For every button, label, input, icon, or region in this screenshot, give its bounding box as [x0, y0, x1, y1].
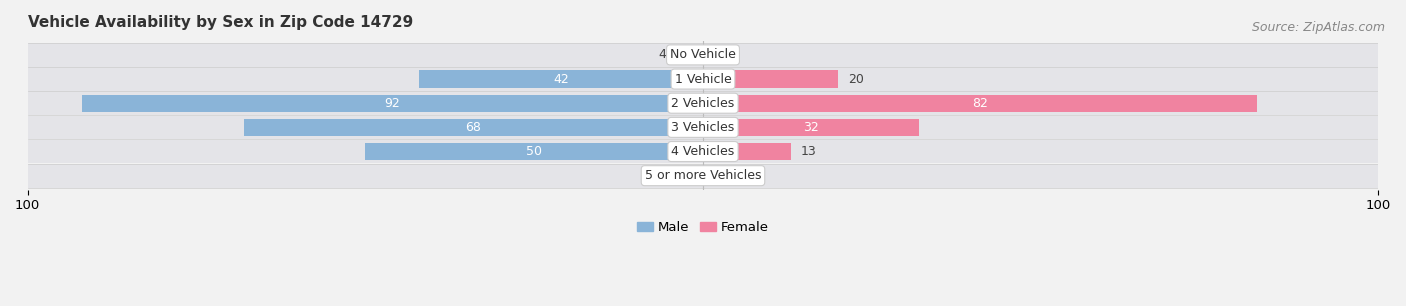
Text: 68: 68 — [465, 121, 481, 134]
Bar — [21, 116, 1385, 139]
Bar — [703, 95, 1257, 112]
Bar — [21, 140, 1385, 163]
Text: 3: 3 — [665, 169, 672, 182]
Bar — [243, 119, 703, 136]
Text: 5 or more Vehicles: 5 or more Vehicles — [645, 169, 761, 182]
Text: 50: 50 — [526, 145, 543, 158]
Bar — [683, 167, 703, 185]
Text: 92: 92 — [384, 97, 401, 110]
Bar — [703, 143, 790, 160]
Text: Vehicle Availability by Sex in Zip Code 14729: Vehicle Availability by Sex in Zip Code … — [28, 15, 413, 30]
Text: 3 Vehicles: 3 Vehicles — [672, 121, 734, 134]
Text: No Vehicle: No Vehicle — [671, 48, 735, 62]
Text: 1 Vehicle: 1 Vehicle — [675, 73, 731, 86]
Bar — [21, 164, 1385, 188]
Text: 4: 4 — [658, 48, 666, 62]
Text: Source: ZipAtlas.com: Source: ZipAtlas.com — [1251, 21, 1385, 34]
Text: 13: 13 — [801, 145, 817, 158]
Text: 42: 42 — [554, 73, 569, 86]
Text: 2 Vehicles: 2 Vehicles — [672, 97, 734, 110]
Bar — [703, 70, 838, 88]
Text: 0: 0 — [713, 48, 721, 62]
Bar — [366, 143, 703, 160]
Bar — [703, 167, 717, 185]
Bar — [703, 119, 920, 136]
Text: 82: 82 — [972, 97, 988, 110]
Bar — [676, 46, 703, 64]
Text: 4 Vehicles: 4 Vehicles — [672, 145, 734, 158]
Text: 20: 20 — [848, 73, 865, 86]
Text: 32: 32 — [803, 121, 818, 134]
Bar — [82, 95, 703, 112]
Bar — [21, 43, 1385, 67]
Bar — [21, 67, 1385, 91]
Bar — [21, 91, 1385, 115]
Bar — [419, 70, 703, 88]
Legend: Male, Female: Male, Female — [631, 216, 775, 240]
Text: 2: 2 — [727, 169, 734, 182]
